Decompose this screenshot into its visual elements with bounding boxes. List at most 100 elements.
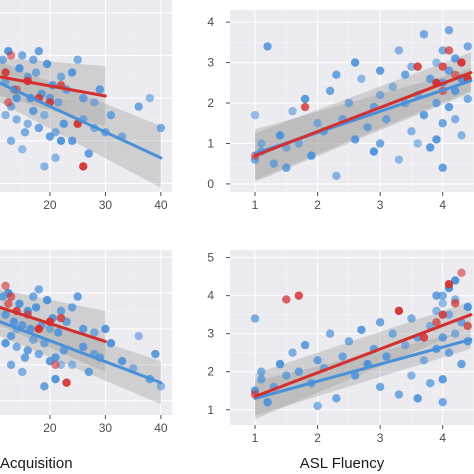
trend-line [253,71,473,158]
data-point-red [51,360,60,369]
data-point-blue [432,98,441,108]
x-tick-label: 4 [439,198,446,212]
data-point-blue [400,70,410,79]
data-point-blue [17,367,27,377]
data-point-blue [457,131,466,140]
data-point-blue [344,98,354,108]
data-point-blue [20,128,30,137]
data-point-red [457,58,466,67]
data-point-blue [54,328,63,337]
data-point-blue [23,346,32,355]
plot-area [0,250,172,415]
data-point-blue [12,115,21,124]
data-point-blue [34,349,44,359]
trend-line [253,313,473,398]
data-point-blue [12,342,21,352]
x-tick-label: 2 [314,198,321,212]
data-point-blue [40,162,49,171]
data-point-blue [34,285,44,294]
y-tick-label: 4 [207,15,214,29]
data-point-blue [300,340,310,350]
data-point-blue [375,66,385,75]
data-point-blue [73,292,82,301]
data-point-blue [134,331,143,341]
data-point-blue [275,131,285,140]
data-point-blue [101,324,110,334]
data-point-blue [419,30,429,39]
data-point-blue [350,58,360,67]
confidence-band [255,329,471,416]
data-point-blue [313,401,322,411]
data-point-blue [375,139,385,148]
x-tick-label: 3 [377,431,384,445]
data-point-blue [288,348,297,357]
data-point-blue [250,110,260,120]
data-point-blue [90,98,99,107]
data-point-blue [67,303,77,312]
data-point-red [1,68,10,77]
plot-area [230,10,474,192]
data-point-blue [332,394,341,403]
data-point-blue [369,147,379,156]
panel-tl: 20 30 40 [0,0,172,212]
x-tick-label: 4 [439,431,446,445]
data-point-blue [438,333,447,342]
data-point-blue [400,340,410,350]
data-point-blue [438,397,447,407]
data-point-blue [84,367,93,377]
data-point-blue [344,337,354,346]
data-point-blue [54,98,63,107]
data-point-blue [438,46,447,55]
data-point-blue [15,64,24,73]
x-tick-label: 40 [154,421,168,435]
data-point-red [34,324,44,334]
x-tick-label: 1 [252,198,259,212]
data-point-blue [106,111,116,120]
data-point-red [62,378,71,387]
data-point-red [432,318,441,327]
data-point-blue [407,127,416,136]
data-point-blue [20,353,30,362]
data-point-blue [394,390,404,399]
panel-br: 1 2 3 4 1 2 3 4 5 ASL Fluency [207,250,474,472]
data-point-blue [363,123,372,132]
x-tick-label: 20 [43,198,57,212]
data-point-blue [51,153,60,163]
data-point-blue [444,310,454,319]
panel-background [230,250,474,425]
x-tick-label: 20 [43,421,57,435]
data-point-blue [31,303,41,312]
data-point-blue [313,119,322,128]
data-point-blue [451,276,460,285]
data-point-blue [307,151,316,160]
data-point-blue [426,74,435,83]
data-point-blue [438,299,447,308]
data-point-blue [463,42,472,51]
data-point-blue [0,55,7,64]
data-point-blue [432,291,441,300]
data-point-blue [382,352,391,361]
data-point-blue [432,58,441,67]
data-point-red [438,310,447,319]
data-point-blue [56,136,66,145]
data-point-red [4,299,13,309]
data-point-red [394,306,404,316]
data-point-blue [12,93,21,103]
data-point-blue [1,339,10,348]
data-point-red [6,292,16,301]
data-point-blue [382,115,391,124]
data-point-blue [84,149,93,158]
data-point-blue [51,374,60,384]
data-point-blue [394,155,404,164]
trend-line [0,305,107,343]
data-point-blue [42,59,52,69]
x-axis-title: Acquisition [0,455,73,472]
data-point-blue [15,299,24,309]
data-point-blue [451,115,460,124]
trend-line [253,337,473,400]
data-point-blue [29,335,38,344]
data-point-blue [79,342,88,352]
data-point-blue [29,292,38,301]
x-tick-label: 3 [377,198,384,212]
data-point-blue [59,346,69,355]
